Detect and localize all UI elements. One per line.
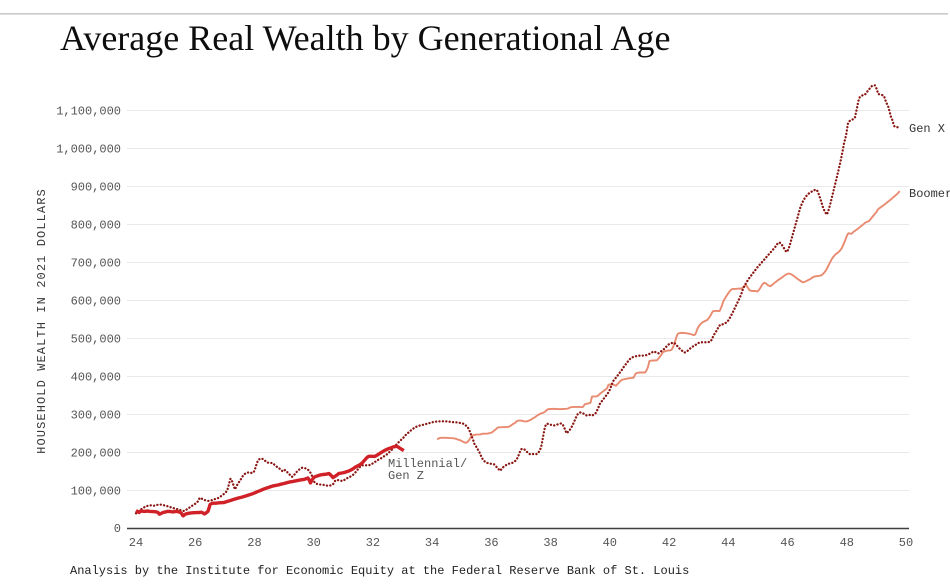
svg-text:400,000: 400,000 [71,371,121,385]
svg-text:700,000: 700,000 [71,257,121,271]
svg-text:500,000: 500,000 [71,333,121,347]
svg-text:32: 32 [366,536,380,550]
svg-text:36: 36 [484,536,498,550]
svg-text:24: 24 [129,536,143,550]
svg-text:Analysis by the Institute for: Analysis by the Institute for Economic E… [70,564,689,578]
svg-text:600,000: 600,000 [71,295,121,309]
svg-text:1,000,000: 1,000,000 [56,143,121,157]
svg-text:1,100,000: 1,100,000 [56,105,121,119]
svg-text:40: 40 [603,536,617,550]
svg-text:800,000: 800,000 [71,219,121,233]
svg-text:Boomers: Boomers [909,187,950,201]
svg-text:48: 48 [840,536,854,550]
svg-text:HOUSEHOLD WEALTH IN 2021 DOLLA: HOUSEHOLD WEALTH IN 2021 DOLLARS [35,188,49,454]
svg-text:Gen X: Gen X [909,122,945,136]
svg-text:900,000: 900,000 [71,181,121,195]
svg-text:26: 26 [188,536,202,550]
svg-text:42: 42 [662,536,676,550]
svg-text:100,000: 100,000 [71,485,121,499]
svg-text:300,000: 300,000 [71,409,121,423]
svg-text:28: 28 [247,536,261,550]
svg-text:200,000: 200,000 [71,447,121,461]
svg-text:46: 46 [780,536,794,550]
svg-text:50: 50 [899,536,913,550]
svg-text:38: 38 [543,536,557,550]
svg-text:Average Real Wealth by Generat: Average Real Wealth by Generational Age [60,18,671,58]
svg-text:Gen Z: Gen Z [388,469,424,483]
svg-text:44: 44 [721,536,735,550]
svg-text:34: 34 [425,536,439,550]
svg-text:Millennial/: Millennial/ [388,457,467,471]
svg-text:0: 0 [114,522,121,536]
svg-text:30: 30 [306,536,320,550]
